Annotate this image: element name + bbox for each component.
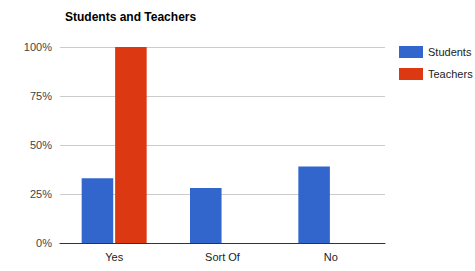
svg-text:100%: 100% (24, 41, 52, 53)
svg-text:75%: 75% (30, 90, 52, 102)
svg-text:Students: Students (428, 46, 472, 58)
svg-text:50%: 50% (30, 139, 52, 151)
svg-text:No: No (324, 251, 338, 263)
svg-text:Students and Teachers: Students and Teachers (65, 10, 196, 24)
svg-text:0%: 0% (36, 237, 52, 249)
svg-text:Teachers: Teachers (428, 68, 473, 80)
svg-text:Yes: Yes (105, 251, 123, 263)
svg-text:25%: 25% (30, 188, 52, 200)
svg-text:Sort Of: Sort Of (205, 251, 241, 263)
